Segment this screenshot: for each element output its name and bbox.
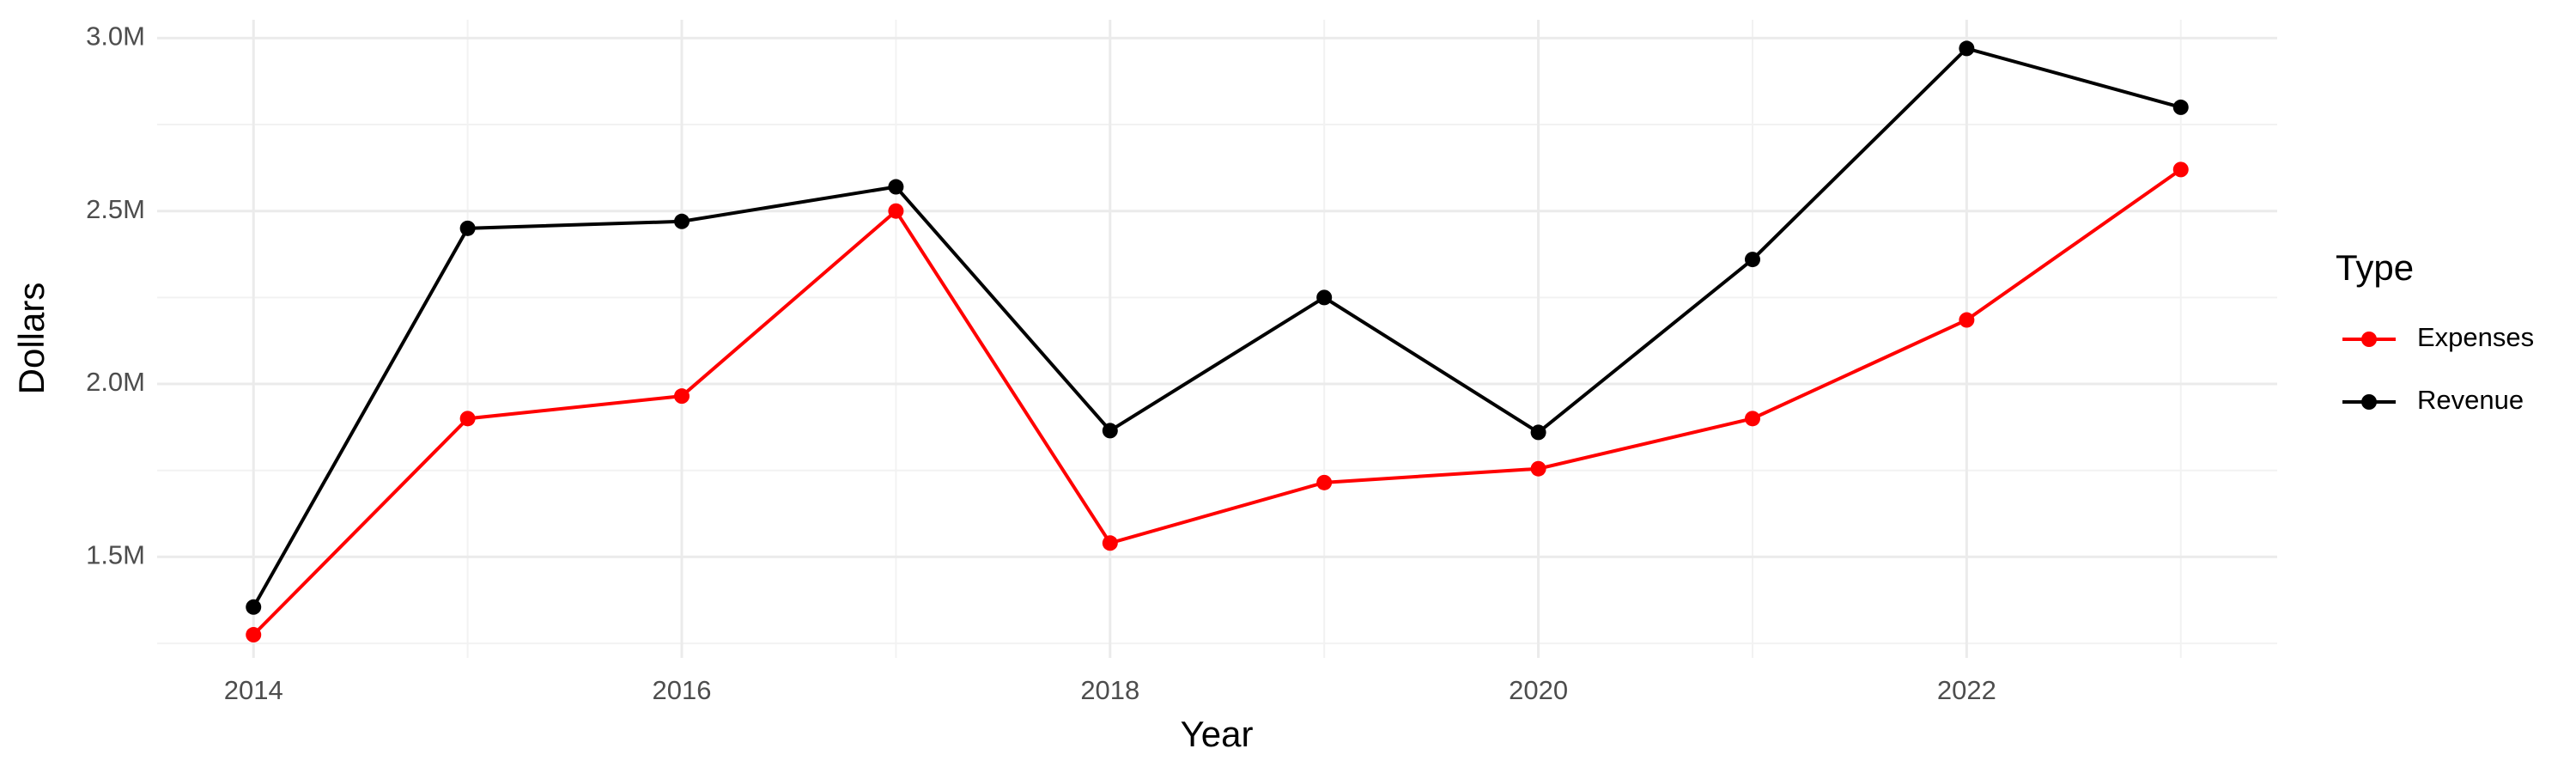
grid — [157, 20, 2277, 658]
data-point — [1530, 460, 1546, 477]
data-point — [2172, 99, 2189, 115]
data-point — [459, 220, 476, 236]
data-point — [674, 213, 690, 229]
data-point — [1959, 40, 1975, 57]
data-point — [1316, 289, 1333, 306]
x-tick-label: 2020 — [1509, 675, 1568, 705]
series-line — [252, 167, 2182, 636]
y-axis-title: Dollars — [11, 283, 52, 395]
legend-label: Revenue — [2417, 385, 2524, 415]
data-point — [2172, 161, 2189, 178]
data-point — [888, 179, 904, 195]
y-tick-label: 2.5M — [86, 194, 145, 224]
data-point — [1744, 252, 1760, 268]
legend-key-point — [2361, 332, 2377, 347]
data-point — [1744, 411, 1760, 427]
data-point — [246, 599, 262, 615]
x-tick-label: 2014 — [224, 675, 283, 705]
data-point — [1102, 423, 1118, 439]
x-tick-label: 2016 — [653, 675, 712, 705]
data-point — [1959, 312, 1975, 328]
series-line — [252, 46, 2182, 608]
legend-title: Type — [2336, 247, 2414, 288]
data-point — [1530, 424, 1546, 441]
legend-key-point — [2361, 394, 2377, 410]
data-point — [459, 411, 476, 427]
x-tick-label: 2022 — [1937, 675, 1996, 705]
data-point — [1316, 474, 1333, 490]
x-axis-title: Year — [1181, 714, 1254, 754]
data-point — [246, 627, 262, 643]
data-point — [888, 203, 904, 219]
data-point — [674, 388, 690, 405]
data-point — [1102, 535, 1118, 551]
legend-label: Expenses — [2417, 322, 2534, 352]
y-tick-label: 1.5M — [86, 540, 145, 570]
y-tick-label: 3.0M — [86, 21, 145, 52]
x-tick-label: 2018 — [1080, 675, 1139, 705]
y-tick-label: 2.0M — [86, 367, 145, 397]
